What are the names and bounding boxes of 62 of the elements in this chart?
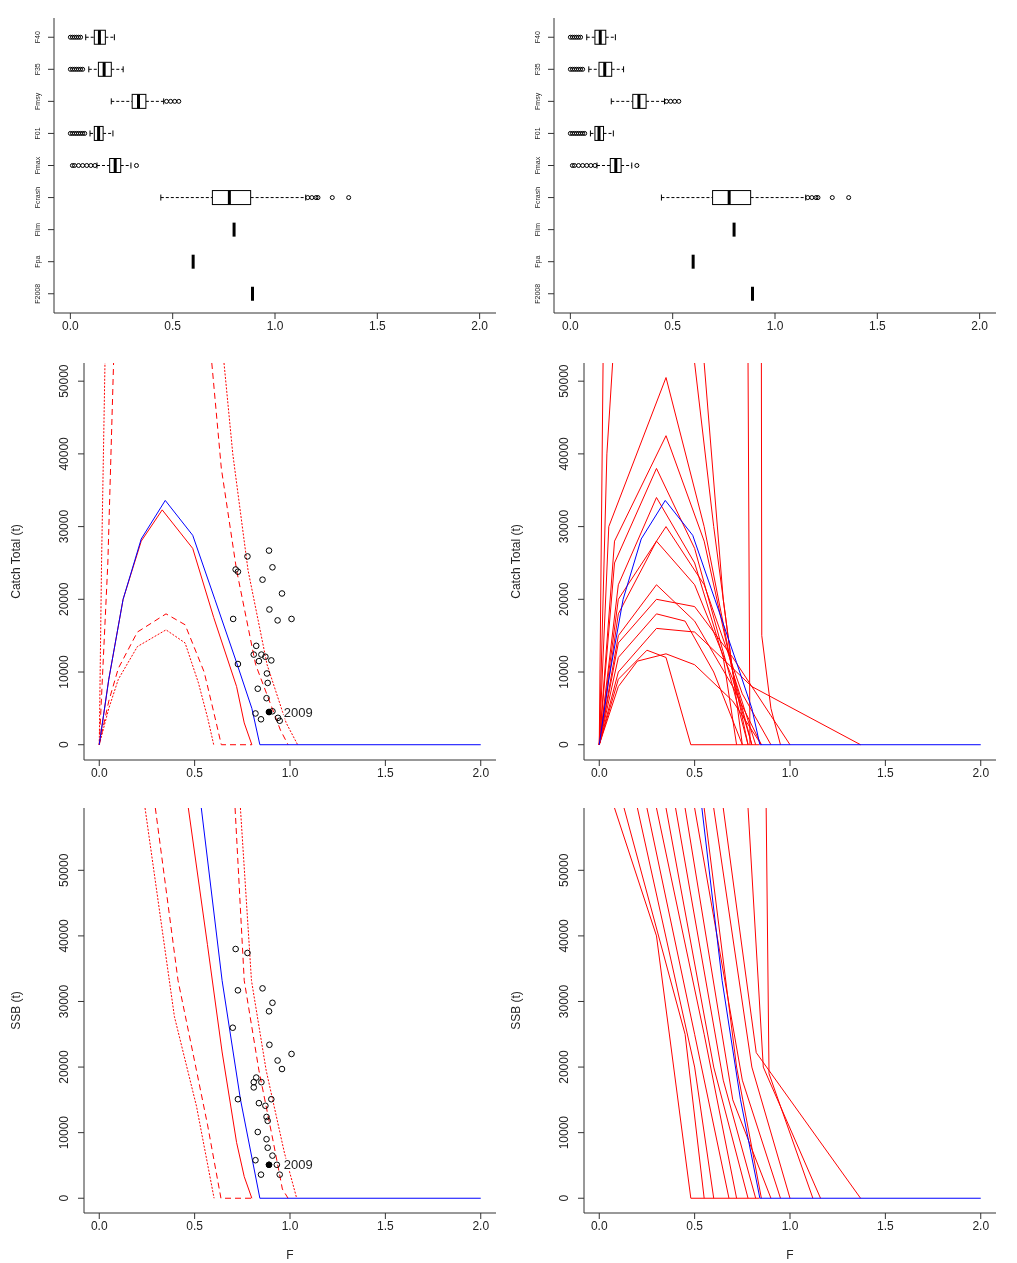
x-tick-label: 0.5 [164,318,182,333]
y-tick-label: 40000 [57,918,71,953]
x-tick-label: 2.0 [971,318,989,333]
x-tick-label: 1.5 [877,765,895,780]
x-tick-label: 1.5 [377,765,395,780]
x-tick-label: 1.5 [868,318,886,333]
x-tick-label: 0.0 [62,318,80,333]
y-tick-label: 10000 [57,655,71,689]
x-tick-label: 0.5 [186,1218,204,1233]
x-tick-label: 0.0 [590,765,608,780]
x-tick-label: 0.0 [90,1218,108,1233]
x-tick-label: 1.0 [281,765,299,780]
y-tick-label: 20000 [557,1050,571,1084]
x-tick-label: 2.0 [472,1218,490,1233]
y-tick-label: 50000 [57,853,71,887]
y-tick-label: 0 [57,741,71,749]
y-tick-label: 50000 [557,364,571,398]
y-tick-label: 40000 [57,436,71,471]
y-tick-label: 0 [557,1194,571,1202]
x-tick-label: 2.0 [471,318,489,333]
y-tick-label: 40000 [557,918,571,953]
y-axis-title: Catch Total (t) [509,524,524,599]
y-tick-label: 10000 [557,655,571,689]
x-tick-label: 1.0 [266,318,284,333]
y-tick-label: 10000 [557,1115,571,1150]
x-tick-label: 2.0 [472,765,490,780]
annotation: 2009 [283,704,313,720]
y-axis-title: SSB (t) [509,991,524,1030]
y-tick-label: 50000 [57,364,71,398]
x-axis-title: F [786,1248,794,1262]
y-axis-title: SSB (t) [9,991,24,1030]
y-tick-label: 30000 [557,509,571,544]
x-tick-label: 1.0 [781,1218,799,1233]
x-tick-label: 0.0 [590,1218,608,1233]
x-tick-label: 1.0 [766,318,784,333]
x-tick-label: 1.5 [377,1218,395,1233]
y-tick-label: 20000 [557,582,571,616]
x-tick-label: 2.0 [972,765,990,780]
y-axis-title: Catch Total (t) [9,524,24,599]
y-tick-label: 0 [557,741,571,749]
x-tick-label: 1.0 [281,1218,299,1233]
y-tick-label: 10000 [57,1115,71,1150]
x-tick-label: 0.0 [90,765,108,780]
x-tick-label: 1.5 [877,1218,895,1233]
y-tick-label: 30000 [57,509,71,544]
x-tick-label: 0.5 [664,318,682,333]
x-tick-label: 0.5 [686,765,704,780]
x-tick-label: 1.0 [781,765,799,780]
x-tick-label: 0.5 [186,765,204,780]
y-tick-label: 20000 [57,582,71,616]
y-tick-label: 30000 [557,984,571,1019]
annotation: 2009 [283,1157,313,1173]
x-tick-label: 0.0 [562,318,580,333]
y-tick-label: 20000 [57,1050,71,1084]
x-tick-label: 0.5 [686,1218,704,1233]
x-axis-title: F [286,1248,294,1262]
y-tick-label: 0 [57,1194,71,1202]
x-tick-label: 2.0 [972,1218,990,1233]
x-tick-label: 1.5 [368,318,386,333]
y-tick-label: 40000 [557,436,571,471]
y-tick-label: 30000 [57,984,71,1019]
y-tick-label: 50000 [557,853,571,887]
